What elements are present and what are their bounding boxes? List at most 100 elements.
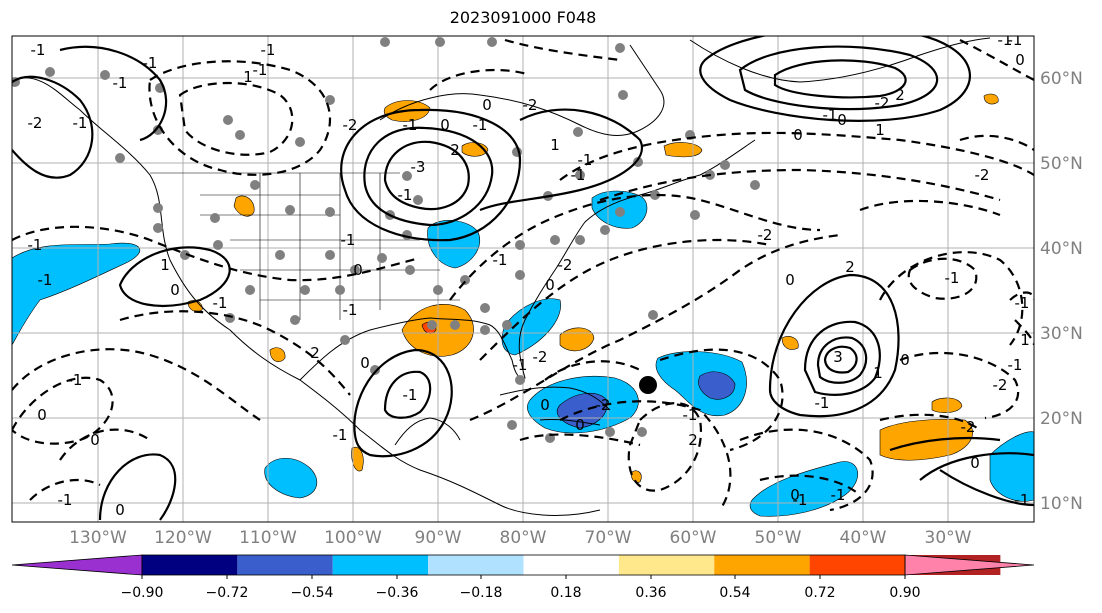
colorbar-label: 0.36 [635,585,666,601]
lat-label: 60°N [1040,69,1083,89]
contour-label: 1 [160,256,170,274]
contour-label: 0 [170,281,180,299]
contour-dashed [899,351,1020,420]
colorbar-segments [11,554,1035,576]
contour-dashed [559,400,732,511]
contour-label: -1 [261,41,276,59]
contour-label: -1 [343,301,358,319]
colorbar-label: −0.18 [460,585,503,601]
contour-dashed [119,310,351,396]
contour-solid [340,108,522,242]
contour-label: 3 [833,348,843,366]
contour-solid [353,348,453,458]
contour-label: -3 [411,158,426,176]
positive-field-plains [233,195,255,217]
contour-dashed [759,474,861,496]
latitude-labels: 60°N 50°N 40°N 30°N 20°N 10°N [1040,69,1083,514]
contour-label: 0 [540,396,550,414]
contour-label: -2 [596,396,611,414]
contour-label: 2 [310,344,320,362]
contour-dashed [519,433,641,447]
contour-label: 1 [873,364,883,382]
contour-label: 0 [353,261,363,279]
contour-label: -1 [571,166,586,184]
contour-label: -1 [683,406,698,424]
negative-field-east-edge [989,431,1034,502]
contour-solid [479,108,643,212]
contour-label: -1 [493,251,508,269]
contour-label: -1 [341,231,356,249]
contour-dashed [879,413,981,431]
positive-field-north [631,470,642,483]
contour-label: -1 [1008,356,1023,374]
contour-label: -1 [578,151,593,169]
negative-field-pacific-south [264,457,318,499]
colorbar-label: −0.36 [376,585,419,601]
colorbar-label: 0.18 [550,585,581,601]
lon-label: 100°W [324,528,382,548]
contour-label: 2 [688,431,698,449]
contour-label: 1 [243,68,253,86]
colorbar-segment [809,555,905,575]
contour-dashed [479,238,771,361]
contours [12,36,1034,521]
colorbar-label: 0.72 [804,585,835,601]
colorbar-segment [142,555,238,575]
contour-label: -1 [68,371,83,389]
contour-label: 2 [845,258,855,276]
map-title: 2023091000 F048 [449,8,597,27]
contour-label: -1 [73,114,88,132]
contour-label: -1 [823,106,838,124]
colorbar-frame [141,554,906,576]
colorbar-segment [618,555,715,575]
contour-solid [699,36,971,122]
contour-label: -1 [945,269,960,287]
contour-dashed [148,60,332,176]
contour-dashed [429,68,531,91]
contour-solid [768,273,900,418]
contour-dashed [627,402,703,492]
contour-dashed [659,348,784,452]
contour-solid [738,45,939,111]
contour-dashed [29,428,151,501]
contour-label: 0 [482,96,492,114]
colorbar-label: 0.54 [719,585,750,601]
contour-label: 0 [837,111,847,129]
contour-solid [823,345,858,374]
lon-label: 50°W [755,528,802,548]
lon-label: 40°W [840,528,887,548]
contour-label: -1 [998,31,1013,49]
contour-label: 0 [790,486,800,504]
contour-solid [773,59,907,99]
lon-label: 30°W [925,528,972,548]
contour-label: 1 [1020,331,1030,349]
lon-label: 80°W [500,528,547,548]
negative-field-pacific [12,242,141,346]
positive-field-bahamas [559,327,595,352]
contour-label: -1 [333,426,348,444]
contour-dashed [178,81,294,156]
lon-label: 70°W [585,528,632,548]
contour-label: 0 [970,454,980,472]
contour-solid [59,45,168,142]
colorbar-label: −0.72 [206,585,249,601]
contour-label: -1 [253,61,268,79]
negative-field-florida [501,298,561,356]
contour-label: -2 [558,256,573,274]
boundaries [150,172,460,320]
colorbar-segment [523,555,619,575]
contour-solid [98,453,177,521]
contour-label: -1 [1008,31,1023,49]
contour-dashed [959,39,1034,81]
contour-label: -1 [113,74,128,92]
contour-label: 2 [450,141,460,159]
contour-label: -2 [993,376,1008,394]
contour-dashed [879,251,1024,346]
colorbar-segment [237,555,333,575]
contour-label: -1 [1015,491,1030,509]
lon-label: 90°W [415,528,462,548]
contour-dashed [12,348,261,421]
contour-label: -2 [758,226,773,244]
